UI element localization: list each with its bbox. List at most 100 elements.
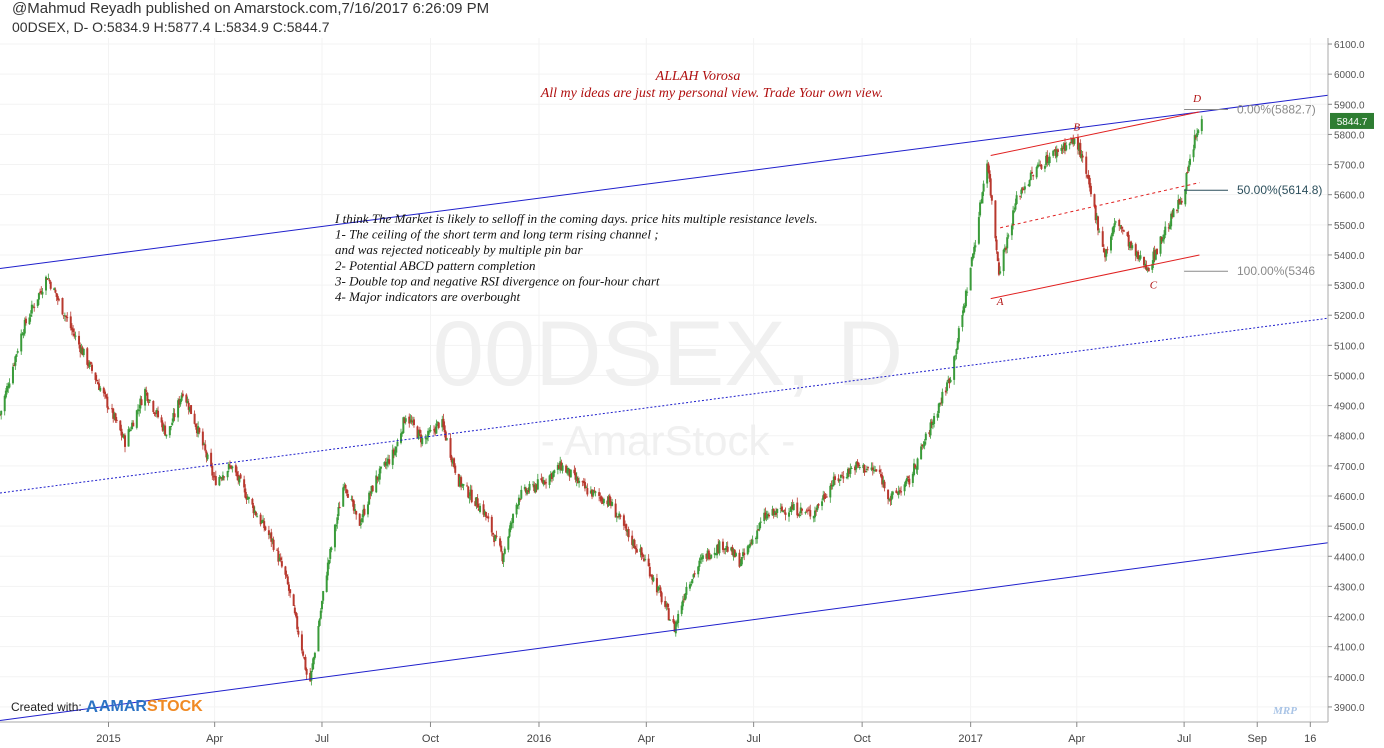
candle-body xyxy=(1040,164,1043,169)
candle-body xyxy=(668,619,671,621)
candle-body xyxy=(690,583,693,586)
candle-body xyxy=(388,459,391,464)
candle-body xyxy=(890,493,893,500)
price-tick-label: 5700.0 xyxy=(1334,161,1365,172)
candle-body xyxy=(665,604,668,606)
candle-body xyxy=(598,492,601,496)
candle-body xyxy=(758,522,761,530)
candle-body xyxy=(963,305,966,308)
candle-body xyxy=(517,497,520,505)
candle-body xyxy=(964,290,967,307)
candle-body xyxy=(236,471,239,477)
candle-body xyxy=(520,489,523,499)
candle-body xyxy=(375,475,378,493)
candle-body xyxy=(81,347,84,356)
candle-body xyxy=(395,446,398,453)
candle-body xyxy=(672,618,675,623)
candle-body xyxy=(880,474,883,477)
candle-body xyxy=(1111,232,1114,237)
candle-body xyxy=(119,420,122,431)
candle-body xyxy=(922,445,925,447)
candle-body xyxy=(54,289,57,293)
candle-body xyxy=(333,524,336,548)
candle-body xyxy=(193,413,196,424)
candle-body xyxy=(90,364,93,371)
candle-body xyxy=(329,548,332,559)
candle-body xyxy=(589,490,592,494)
candle-body xyxy=(467,486,470,498)
created-with-badge[interactable]: Created with: A AMAR STOCK xyxy=(11,697,203,717)
horizontal-grid xyxy=(0,43,1328,708)
candle-body xyxy=(1006,237,1009,249)
candle-body xyxy=(510,522,513,524)
candle-body xyxy=(747,545,750,549)
candle-body xyxy=(882,480,885,484)
fib-level-label: 100.00%(5346 xyxy=(1237,264,1315,278)
candle-body xyxy=(607,496,610,506)
candle-body xyxy=(46,278,49,280)
candle-body xyxy=(65,315,68,318)
candle-body xyxy=(437,422,440,428)
candle-body xyxy=(693,573,696,575)
candle-body xyxy=(178,399,181,405)
pattern-point-label: D xyxy=(1192,93,1201,105)
candle-body xyxy=(1159,236,1162,254)
candle-body xyxy=(300,634,303,651)
candle-body xyxy=(1138,258,1141,260)
candle-body xyxy=(905,478,908,481)
annotation-title: ALLAH Vorosa xyxy=(655,69,741,84)
analysis-line: and was rejected noticeably by multiple … xyxy=(335,242,583,257)
candle-body xyxy=(997,262,1000,275)
candle-body xyxy=(764,512,767,519)
candle-body xyxy=(582,480,585,483)
candle-body xyxy=(870,467,873,470)
candle-body xyxy=(845,476,848,478)
candle-body xyxy=(872,470,875,472)
candle-body xyxy=(1105,249,1108,257)
candle-body xyxy=(763,512,766,522)
candle-body xyxy=(269,533,272,535)
candle-body xyxy=(990,195,993,201)
candle-body xyxy=(1002,249,1005,272)
candle-body xyxy=(788,512,791,517)
candle-body xyxy=(507,536,510,550)
candle-body xyxy=(773,511,776,515)
candle-body xyxy=(1036,164,1039,168)
candle-body xyxy=(1038,164,1041,166)
candle-body xyxy=(697,566,700,575)
candle-body xyxy=(154,412,157,415)
candle-body xyxy=(55,293,58,297)
candle-body xyxy=(1007,235,1010,237)
candle-body xyxy=(684,593,687,601)
candle-body xyxy=(61,298,64,315)
candle-body xyxy=(444,431,447,441)
candle-body xyxy=(1079,143,1082,157)
candle-body xyxy=(1200,119,1203,132)
candle-body xyxy=(14,356,17,366)
candle-body xyxy=(766,513,769,516)
candle-body xyxy=(1035,167,1038,178)
watermark-brand: - AmarStock - xyxy=(541,417,795,464)
candle-body xyxy=(979,202,982,216)
candle-body xyxy=(541,480,544,484)
candle-body xyxy=(832,476,835,486)
candle-body xyxy=(622,515,625,526)
candle-body xyxy=(285,575,288,577)
candle-body xyxy=(533,484,536,492)
candle-body xyxy=(1178,199,1181,204)
candle-body xyxy=(177,400,180,418)
candle-body xyxy=(311,663,314,670)
candle-body xyxy=(454,465,457,473)
candle-body xyxy=(1164,226,1167,236)
candle-body xyxy=(326,562,329,576)
candle-body xyxy=(297,630,300,635)
candle-body xyxy=(15,354,18,357)
candle-body xyxy=(204,444,207,451)
candle-body xyxy=(937,403,940,414)
candle-body xyxy=(238,476,241,483)
candle-body xyxy=(742,552,745,557)
candle-body xyxy=(344,484,347,489)
price-tick-label: 4600.0 xyxy=(1334,492,1365,503)
candle-body xyxy=(330,547,333,550)
